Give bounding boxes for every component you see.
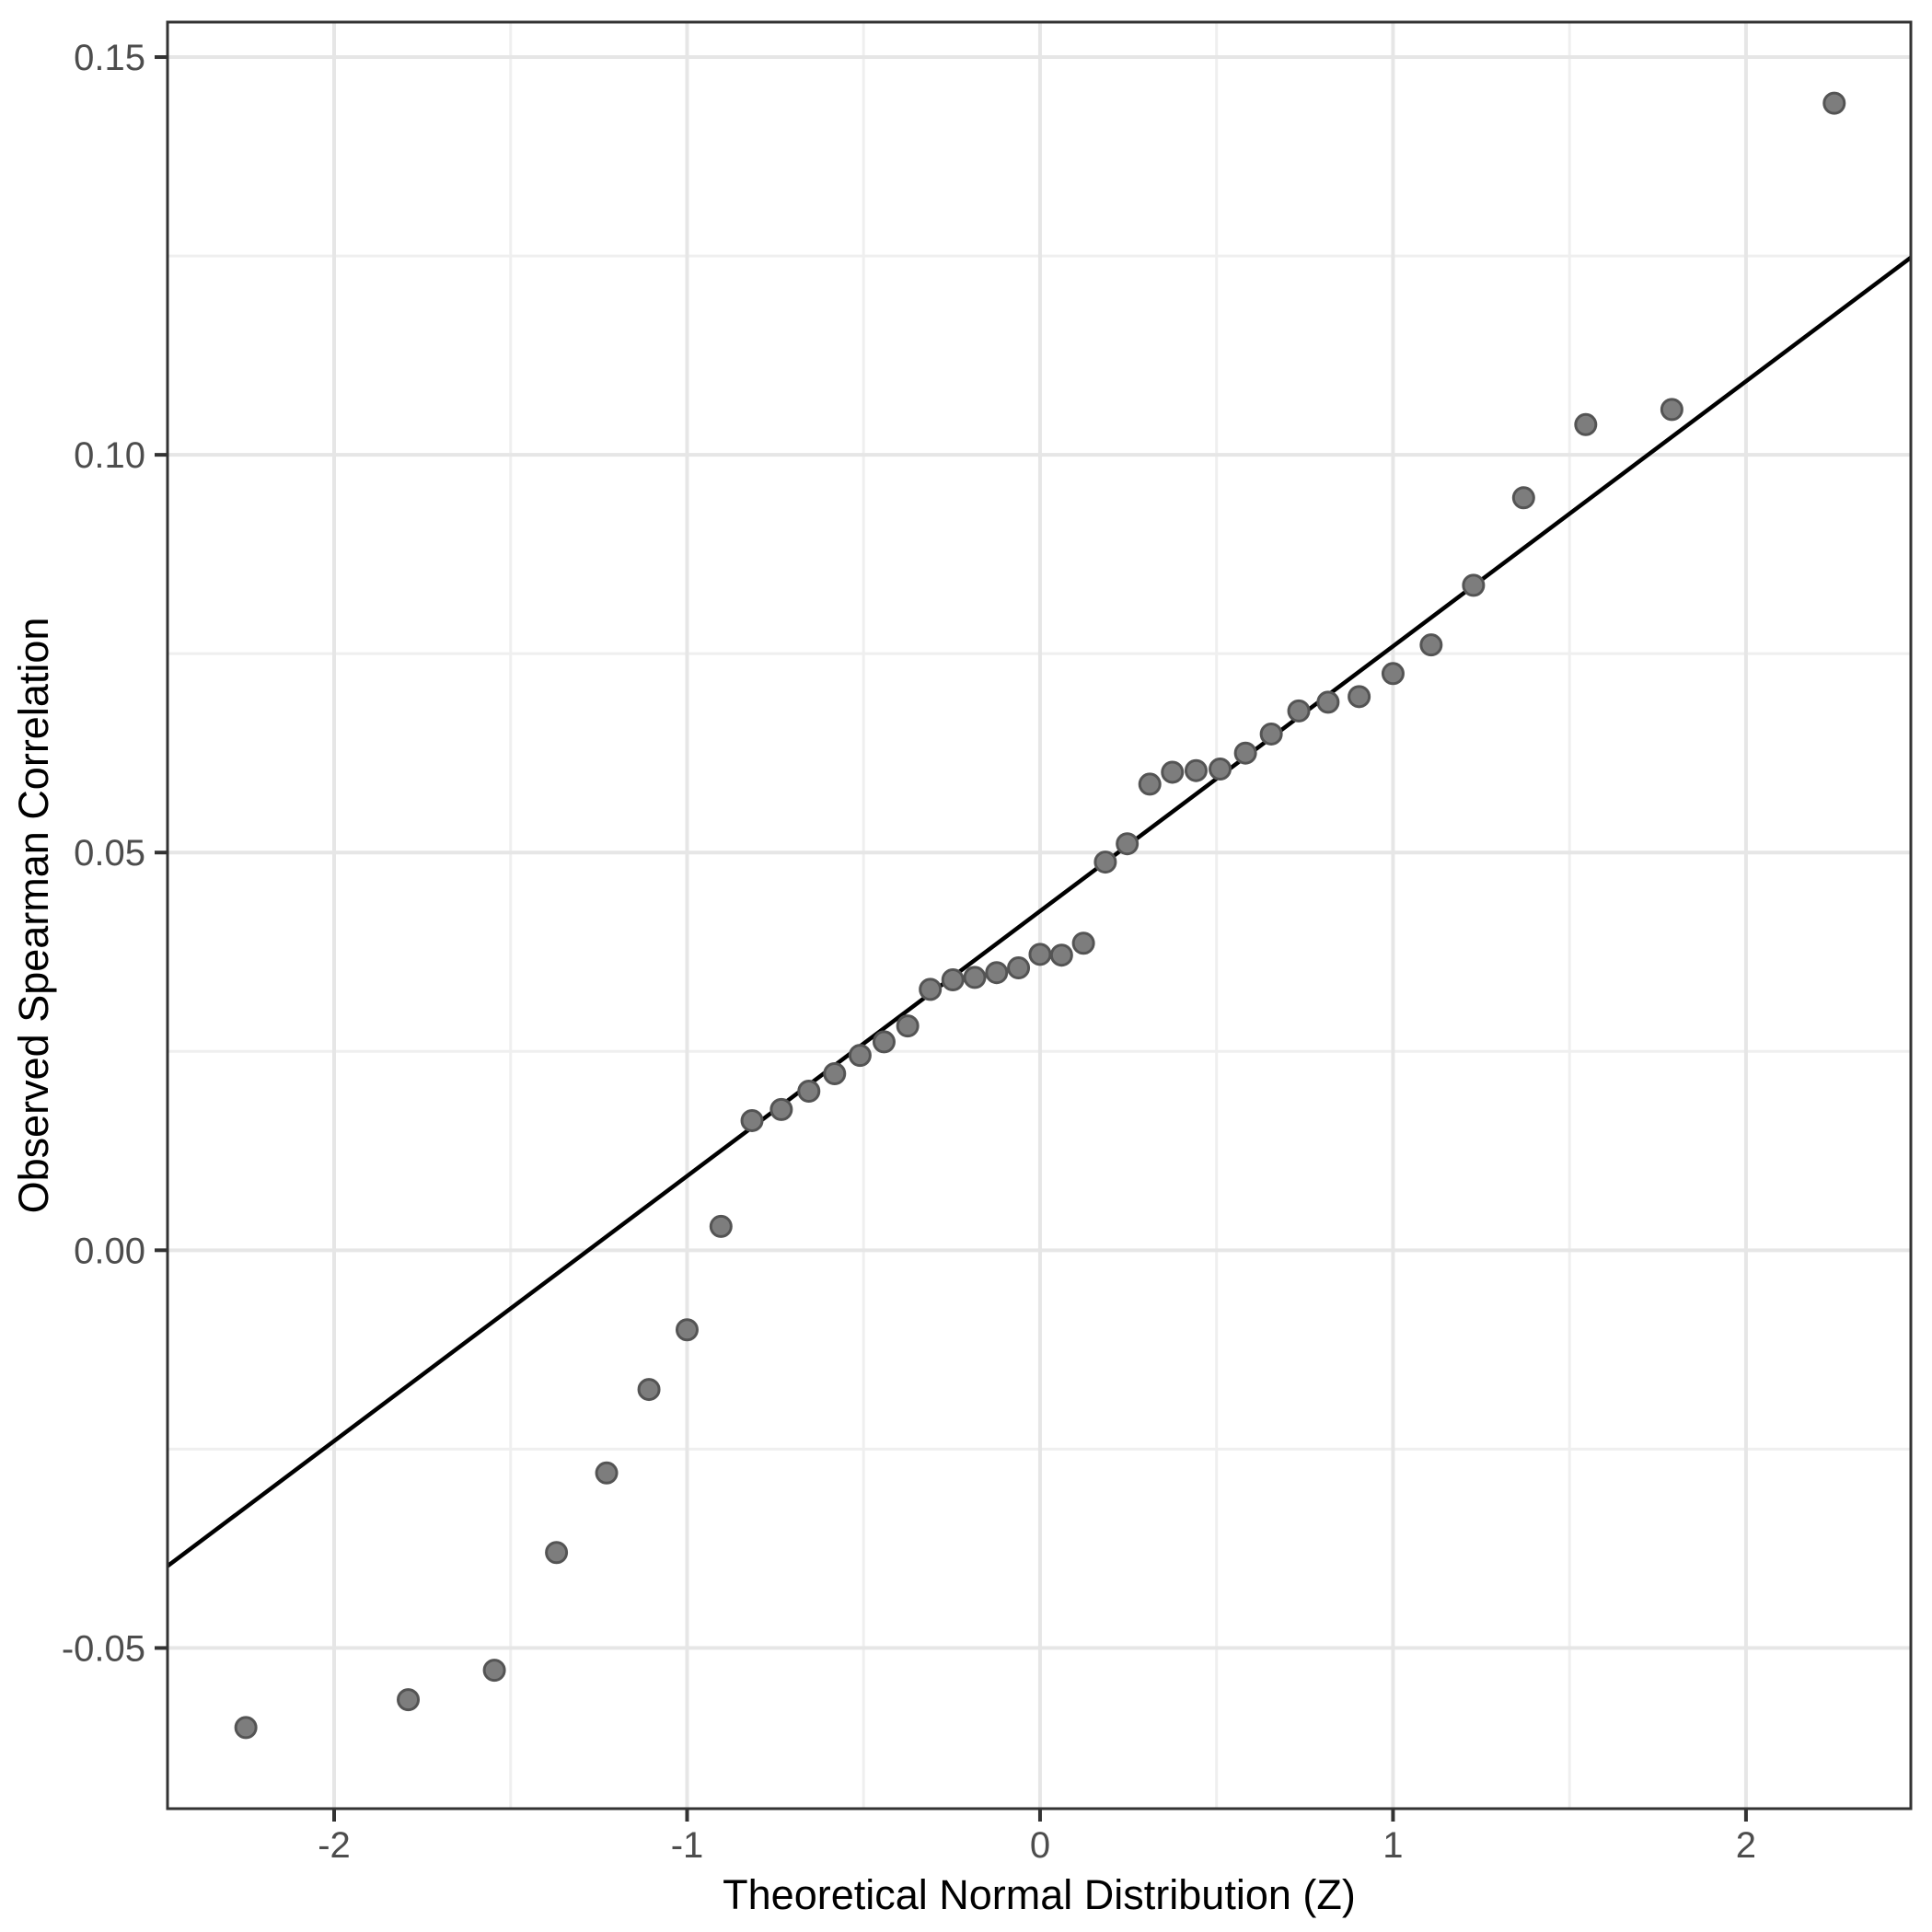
data-point xyxy=(1161,760,1185,784)
data-point xyxy=(1462,573,1486,597)
y-axis-title: Observed Spearman Correlation xyxy=(10,618,57,1214)
x-tick-label: 2 xyxy=(1736,1825,1756,1866)
x-axis-tick-labels: -2 -1 0 1 2 xyxy=(318,1825,1756,1866)
y-tick-label: 0.10 xyxy=(74,435,145,476)
data-point xyxy=(848,1044,872,1068)
panel-border xyxy=(166,20,1913,1811)
data-point xyxy=(1574,412,1598,436)
data-point xyxy=(709,1214,733,1238)
data-point xyxy=(675,1318,699,1342)
data-point xyxy=(896,1014,920,1038)
data-point xyxy=(1348,685,1371,709)
data-point xyxy=(482,1659,506,1683)
x-tick-label: -2 xyxy=(318,1825,351,1866)
data-point xyxy=(1381,662,1405,686)
data-point xyxy=(769,1097,793,1121)
data-point xyxy=(1287,699,1311,723)
data-point xyxy=(872,1030,896,1054)
data-point xyxy=(1511,486,1535,510)
y-tick-label: 0.15 xyxy=(74,38,145,78)
data-point xyxy=(941,968,965,992)
data-point xyxy=(595,1461,619,1485)
data-point xyxy=(545,1541,569,1565)
data-point xyxy=(1116,832,1140,856)
data-point xyxy=(1233,741,1257,765)
data-point xyxy=(797,1079,821,1103)
gridlines-major xyxy=(168,22,1911,1809)
data-point xyxy=(1419,633,1443,657)
y-tick-label: -0.05 xyxy=(62,1628,145,1669)
data-point xyxy=(234,1716,258,1740)
data-point xyxy=(1049,943,1073,967)
data-point xyxy=(397,1688,421,1712)
qq-reference-line xyxy=(166,256,1913,1568)
data-point xyxy=(740,1108,764,1132)
data-point xyxy=(1071,931,1095,955)
y-tick-label: 0.05 xyxy=(74,833,145,873)
x-tick-label: 0 xyxy=(1030,1825,1050,1866)
data-point xyxy=(985,961,1009,985)
data-point xyxy=(1259,722,1283,746)
data-point xyxy=(1316,690,1340,714)
x-axis-title: Theoretical Normal Distribution (Z) xyxy=(723,1871,1356,1918)
data-point xyxy=(1028,943,1052,966)
x-tick-label: -1 xyxy=(671,1825,704,1866)
data-point xyxy=(1209,757,1232,781)
data-point xyxy=(963,966,987,989)
y-tick-label: 0.00 xyxy=(74,1231,145,1271)
data-point xyxy=(637,1378,661,1402)
data-point xyxy=(1138,772,1162,796)
data-point xyxy=(1093,850,1117,874)
data-point xyxy=(1660,398,1683,422)
data-point xyxy=(1184,758,1208,782)
data-point xyxy=(1822,91,1846,115)
x-tick-label: 1 xyxy=(1382,1825,1403,1866)
y-axis-tick-labels: -0.05 0.00 0.05 0.10 0.15 xyxy=(62,38,145,1669)
axis-tick-marks xyxy=(155,55,1748,1822)
data-point xyxy=(919,978,943,1001)
data-point xyxy=(823,1061,847,1085)
data-point xyxy=(1007,956,1031,980)
scatter-points xyxy=(234,91,1846,1740)
